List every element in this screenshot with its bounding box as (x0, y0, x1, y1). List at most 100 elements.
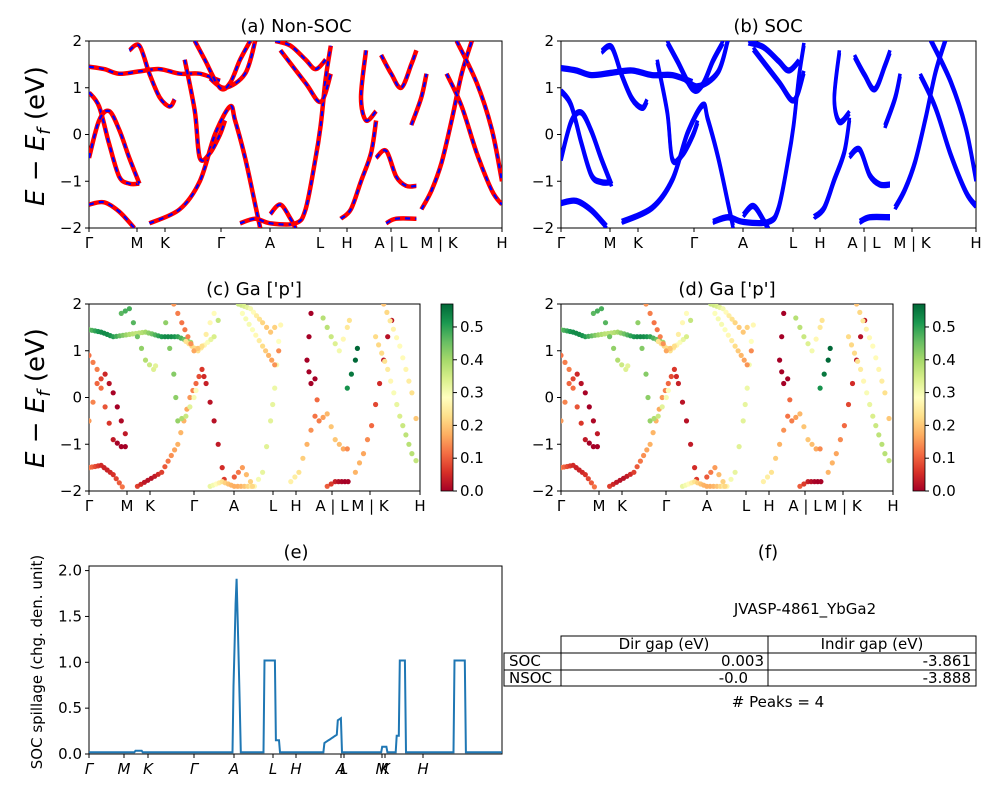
projected-point (748, 348, 754, 354)
peaks-count: # Peaks = 4 (732, 693, 824, 711)
projected-point (207, 399, 213, 405)
projected-point (118, 310, 124, 316)
panel-b-xtick-label: L (789, 234, 798, 252)
projected-point (168, 452, 174, 459)
soc-band-line (561, 111, 614, 188)
projected-point (607, 334, 613, 340)
projected-point (409, 451, 415, 457)
projected-point (369, 423, 375, 429)
projected-point (90, 399, 96, 405)
projected-point (264, 324, 270, 330)
projected-point (106, 380, 112, 387)
panel-c-points (89, 304, 419, 490)
projected-point (187, 394, 193, 401)
projected-point (729, 316, 735, 322)
projected-point (272, 385, 278, 391)
projected-point (196, 373, 202, 380)
projected-point (870, 343, 876, 349)
projected-point (598, 306, 605, 312)
projected-point (292, 474, 298, 480)
panel-d-points (561, 304, 892, 490)
projected-point (272, 324, 278, 330)
projected-point (591, 484, 598, 490)
projected-point (827, 345, 833, 351)
projected-point (578, 380, 584, 387)
projected-point (704, 474, 710, 480)
material-id: JVASP-4861_YbGa2 (733, 600, 876, 619)
panel-e-xtick-label: Γ (85, 760, 95, 778)
projected-point (779, 369, 785, 375)
projected-point (182, 327, 188, 333)
panel-b-xtick-label: K (633, 234, 644, 252)
projected-point (324, 324, 330, 330)
projected-point (644, 447, 650, 453)
band-line-blue-dashed (279, 49, 332, 103)
projected-point (817, 446, 823, 452)
colorbar-c-tick-label: 0.5 (460, 318, 484, 336)
panel-c-xtick-label: A (229, 497, 240, 515)
projected-point (102, 404, 108, 410)
projected-point (376, 342, 382, 348)
projected-point (276, 338, 282, 344)
projected-point (582, 390, 588, 396)
projected-point (728, 476, 734, 482)
projected-point (153, 363, 159, 369)
panel-e-xtick-label: L (340, 760, 348, 778)
band-line-blue-dashed (89, 109, 141, 185)
panel-a-title: (a) Non-SOC (240, 16, 351, 37)
projected-point (175, 418, 181, 424)
projected-point (732, 469, 738, 475)
projected-point (94, 380, 100, 387)
projected-point (110, 472, 116, 478)
table-row-nsoc (503, 669, 977, 687)
projected-point (165, 458, 171, 464)
projected-point (388, 378, 394, 384)
projected-point (344, 385, 350, 391)
projected-point (207, 320, 213, 326)
projected-point (113, 476, 119, 482)
projected-point (391, 390, 397, 396)
projected-point (364, 437, 371, 443)
soc-band-line (561, 200, 608, 228)
projected-point (346, 317, 352, 323)
colorbar-d-tick-label: 0.2 (932, 416, 956, 434)
panel-d-ytick-label: −1 (532, 435, 554, 453)
projected-point (173, 394, 179, 401)
soc-band-line (832, 52, 851, 126)
panel-e-ytick-label: 0.0 (58, 745, 82, 763)
projected-point (837, 437, 844, 443)
panel-f-title: (f) (758, 542, 778, 563)
panel-a-xtick-label: M (131, 234, 144, 252)
projected-point (663, 394, 669, 401)
projected-point (657, 334, 663, 340)
projected-point (332, 437, 338, 443)
panel-d-xtick-label: M | K (824, 497, 863, 515)
panel-b-bands (561, 41, 976, 228)
projected-point (873, 423, 879, 429)
projected-point (882, 451, 888, 457)
projected-point (90, 359, 96, 365)
projected-point (797, 483, 803, 489)
projected-point (306, 334, 312, 340)
projected-point (725, 332, 731, 338)
band-line-blue-dashed (148, 104, 262, 228)
projected-point (247, 479, 254, 485)
panel-e-ytick-label: 0.5 (58, 699, 82, 717)
row-nsoc-label: NSOC (509, 669, 552, 687)
panel-c-xtick-label: Γ (190, 497, 199, 515)
panel-c-ytick-label: −2 (60, 482, 82, 500)
projected-point (352, 357, 358, 363)
projected-point (673, 373, 680, 380)
row-soc-dir: 0.003 (721, 652, 764, 670)
projected-point (175, 441, 181, 447)
panel-a-ytick-label: 0 (72, 126, 82, 144)
panel-d-xtick-label: A (702, 497, 713, 515)
projected-point (185, 334, 191, 340)
projected-point (781, 310, 787, 316)
projected-point (639, 345, 645, 351)
band-line-blue-dashed (340, 120, 378, 220)
projected-point (250, 309, 257, 315)
projected-point (764, 474, 771, 480)
projected-point (300, 455, 306, 461)
